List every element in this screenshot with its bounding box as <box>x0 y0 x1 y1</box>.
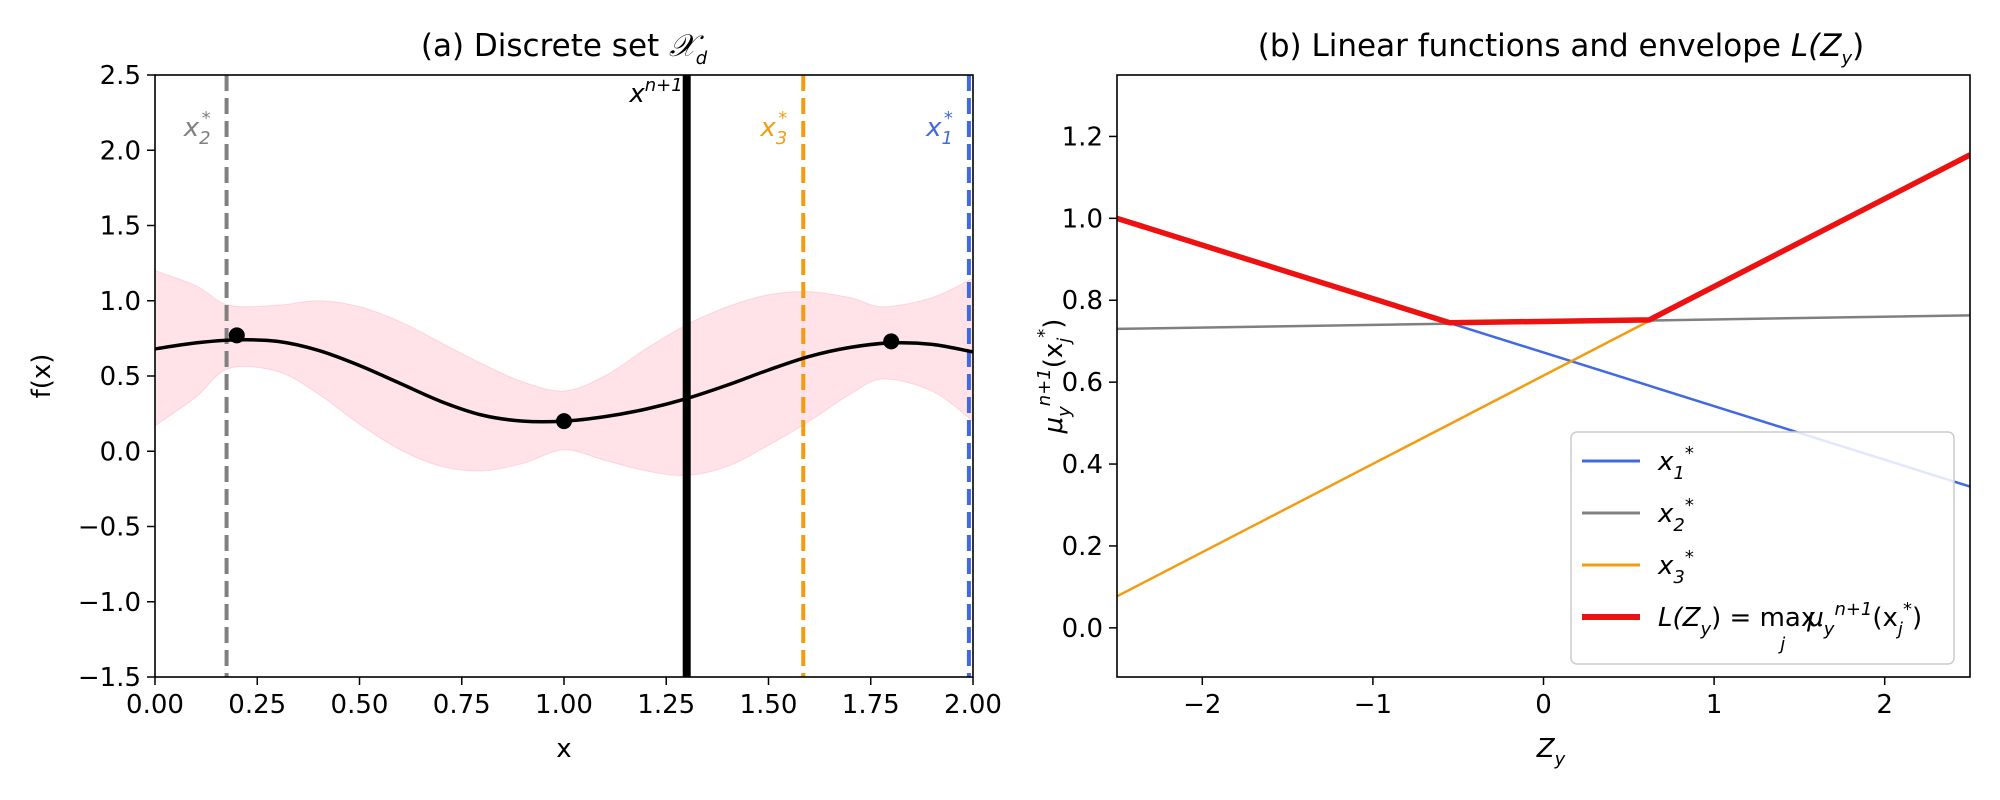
y-tick-label: 2.5 <box>100 61 141 91</box>
y-tick-label: 0.0 <box>1062 614 1103 644</box>
y-tick-label: 0.5 <box>100 362 141 392</box>
y-tick-label: 0.2 <box>1062 532 1103 562</box>
x-tick-label: −1 <box>1354 690 1392 720</box>
panel-b-legend: x1* x2* x3* L(Zy) = max jμyn+1(xj*) <box>1570 431 1955 665</box>
panel-b-y-axis-label: μyn+1(xj*) <box>1034 319 1075 435</box>
x-tick-label: −2 <box>1183 690 1221 720</box>
vline-label-x-n-plus-1: xn+1 <box>628 75 682 109</box>
legend-label-x2: x2* <box>1657 495 1694 536</box>
observation-point <box>228 327 245 344</box>
x-tick-label: 2 <box>1876 690 1893 720</box>
x-tick-label: 2.00 <box>944 690 1002 720</box>
panel-b-x-axis-label: Zy <box>1536 734 1566 770</box>
vline-label-x2-star: x2* <box>183 108 211 149</box>
panel-a-y-axis-label: f(x) <box>27 354 57 399</box>
x-tick-label: 1.75 <box>842 690 900 720</box>
y-tick-label: 0.0 <box>100 437 141 467</box>
vline-label-x1-star: x1* <box>925 108 953 149</box>
y-tick-label: 0.8 <box>1062 286 1103 316</box>
vline-label-x3-star: x3* <box>759 108 787 149</box>
y-tick-label: 1.0 <box>100 287 141 317</box>
panel-a-x-axis-label: x <box>556 734 571 764</box>
x-tick-label: 1.00 <box>535 690 593 720</box>
y-tick-label: 0.4 <box>1062 450 1103 480</box>
panel-a-title: (a) Discrete set 𝒳d <box>421 28 708 69</box>
y-tick-label: −1.0 <box>78 588 141 618</box>
legend-label-x3: x3* <box>1657 547 1694 588</box>
x-tick-label: 0.00 <box>126 690 184 720</box>
legend-box <box>1570 431 1955 665</box>
panel-b-title: (b) Linear functions and envelope L(Zy) <box>1258 28 1864 69</box>
observation-point <box>556 413 572 430</box>
y-tick-label: 0.6 <box>1062 368 1103 398</box>
x-tick-label: 0.50 <box>331 690 389 720</box>
y-tick-label: 1.0 <box>1062 204 1103 234</box>
envelope-line <box>1117 152 1970 326</box>
x-tick-label: 1 <box>1706 690 1723 720</box>
legend-label-x1: x1* <box>1657 443 1694 484</box>
x-tick-label: 1.25 <box>637 690 695 720</box>
legend-label-envelope: L(Zy) = max jμyn+1(xj*) <box>1658 599 1922 655</box>
y-tick-label: 2.0 <box>100 136 141 166</box>
panel-b-linear-functions: (b) Linear functions and envelope L(Zy) … <box>1034 28 1971 770</box>
y-tick-label: −1.5 <box>78 663 141 693</box>
panel-a-discrete-set: (a) Discrete set 𝒳d x2* xn+1 x3* x1* 0.00 0.… <box>27 28 1002 764</box>
y-tick-label: 1.2 <box>1062 122 1103 152</box>
x-tick-label: 0 <box>1535 690 1552 720</box>
x-tick-label: 1.50 <box>740 690 798 720</box>
y-tick-label: −0.5 <box>78 513 141 543</box>
y-tick-label: 1.5 <box>100 212 141 242</box>
x-tick-label: 0.75 <box>433 690 491 720</box>
confidence-band <box>155 270 973 476</box>
observation-point <box>883 333 900 350</box>
x-tick-label: 0.25 <box>228 690 286 720</box>
